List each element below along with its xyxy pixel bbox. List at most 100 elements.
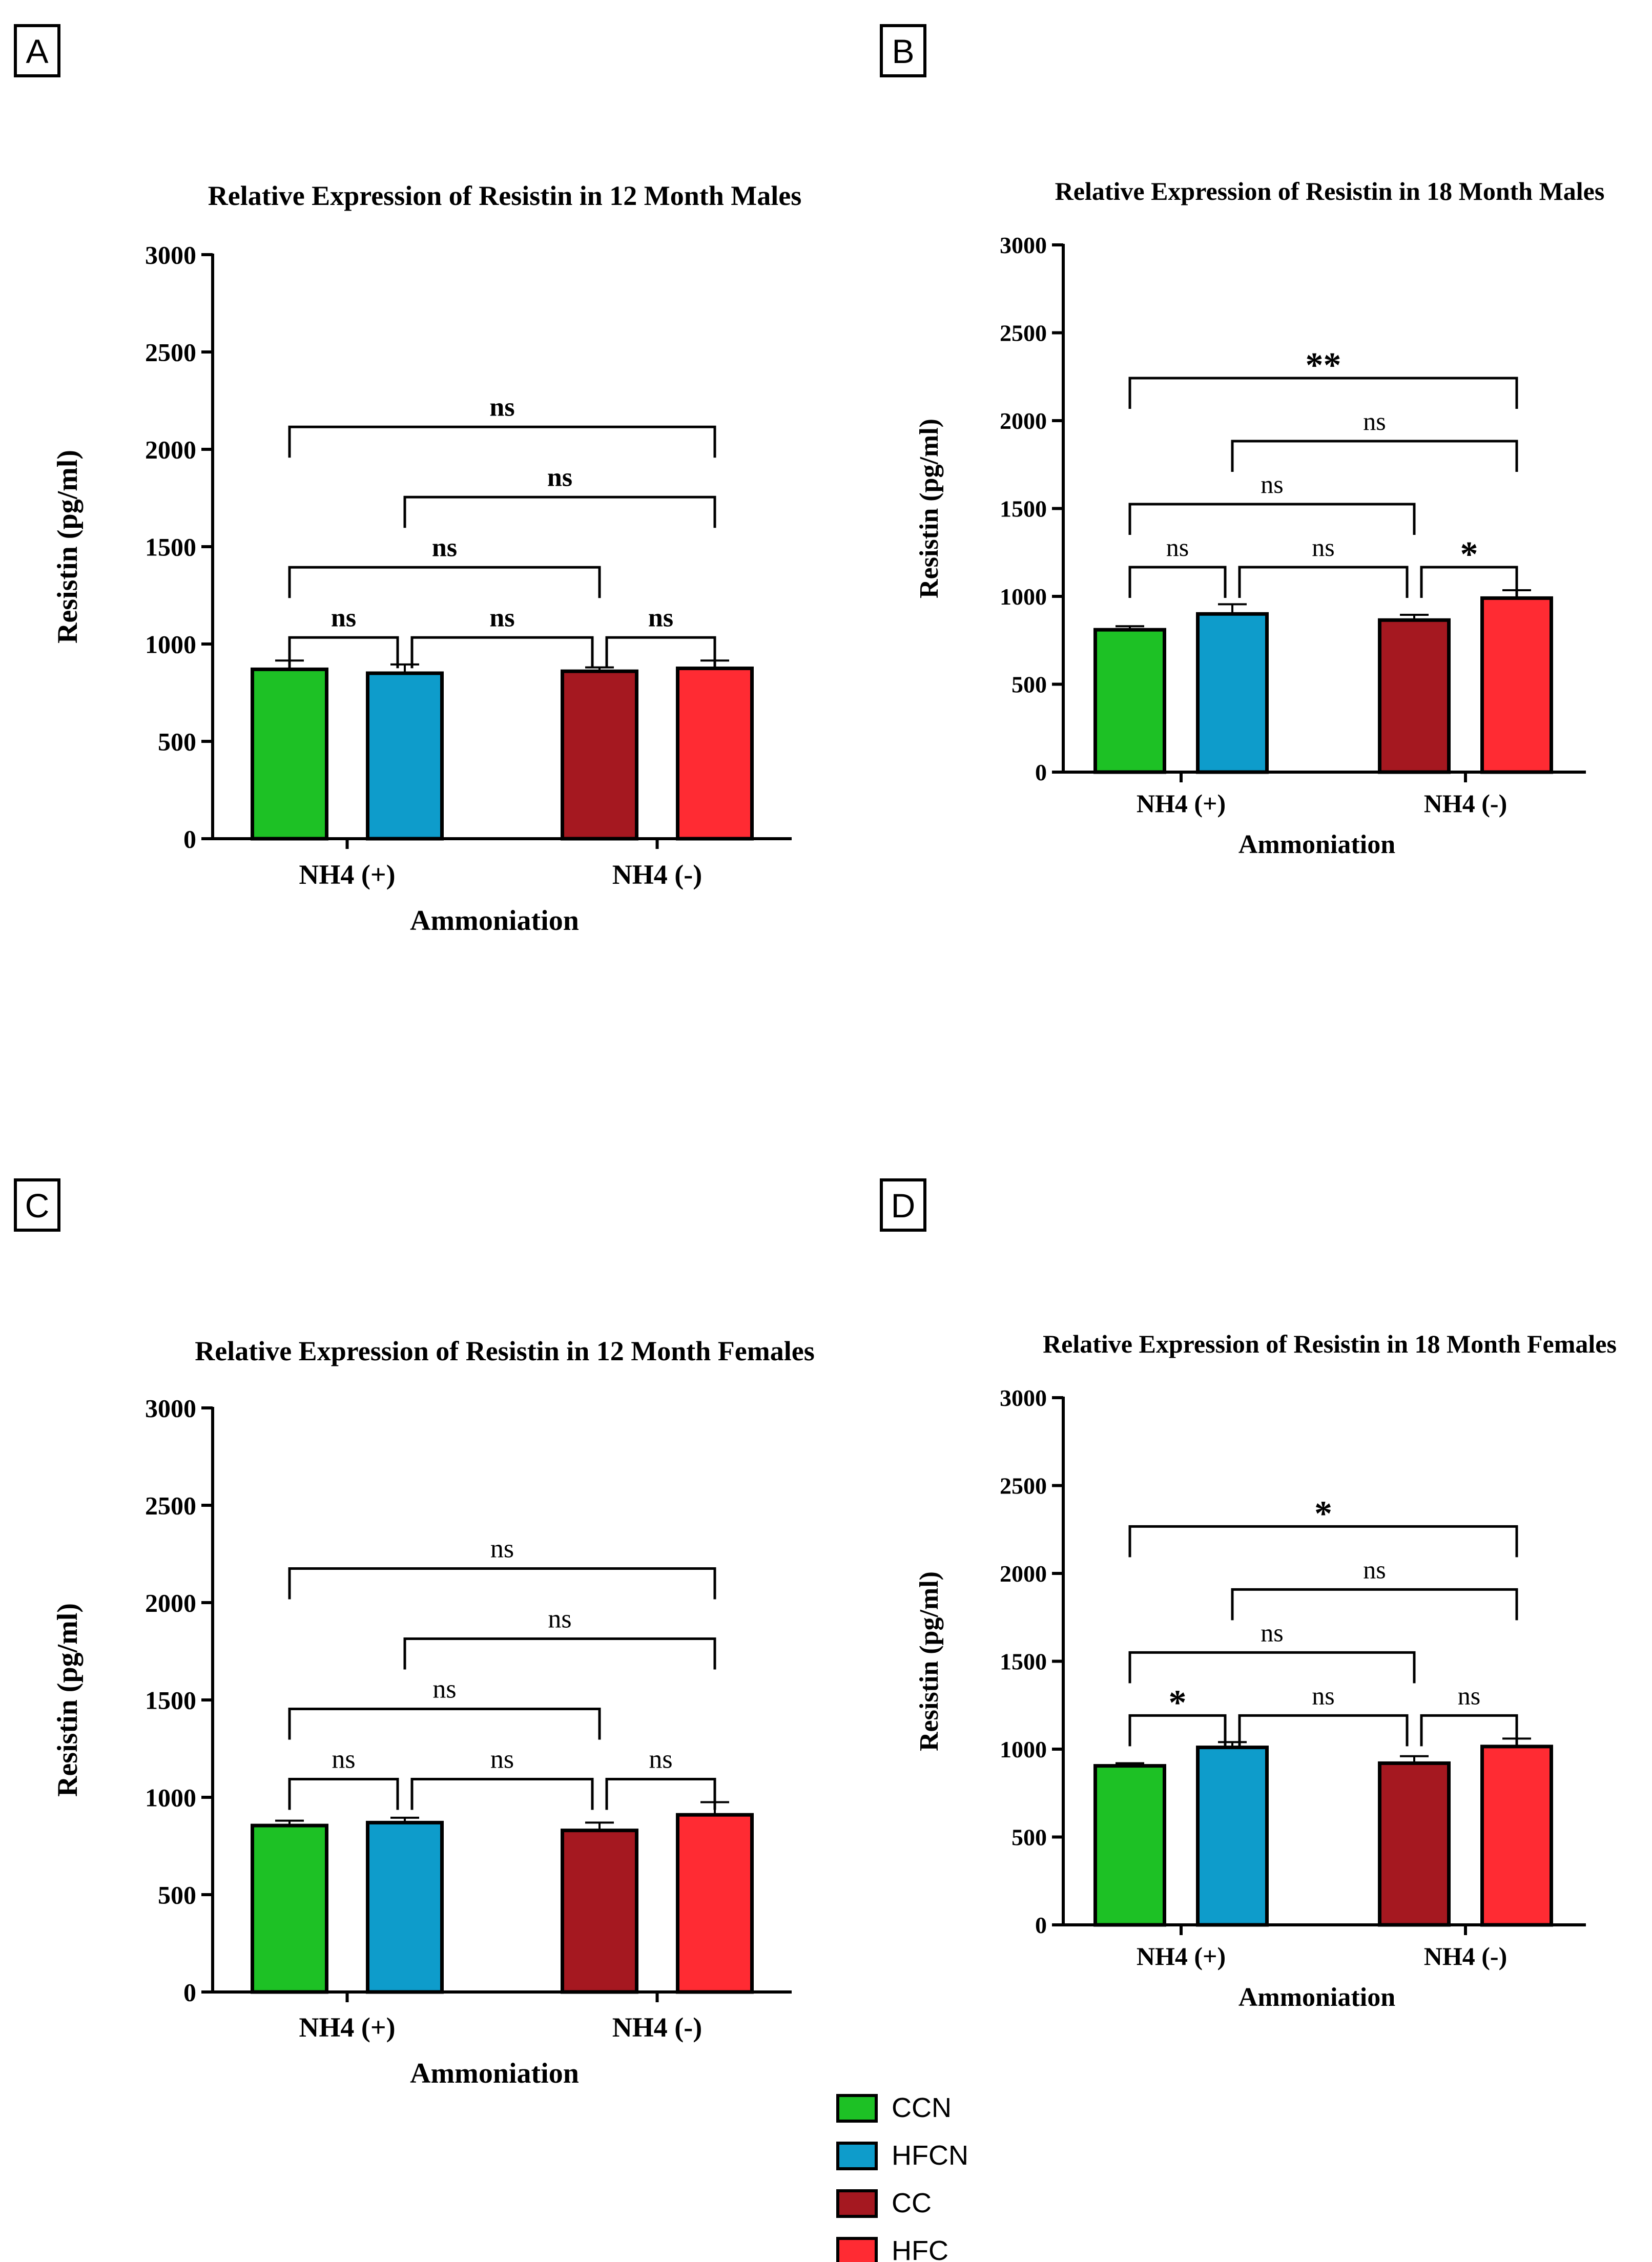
significance-bracket [288, 636, 399, 669]
panel-letter: D [891, 1187, 916, 1225]
significance-label: ns [432, 533, 457, 562]
significance-bracket [1238, 1714, 1409, 1747]
significance-label: * [1169, 1683, 1187, 1723]
y-tick-label: 0 [1035, 759, 1047, 785]
legend-swatch-hfcn [836, 2142, 878, 2170]
bar-cc [1378, 618, 1451, 774]
significance-bracket [1238, 566, 1409, 598]
panel-c: C Relative Expression of Resistin in 12 M… [14, 1178, 815, 2089]
significance-label: ns [490, 1534, 514, 1564]
significance-label: ns [1458, 1681, 1480, 1710]
significance-bracket [1128, 503, 1416, 535]
significance-label: ns [649, 1745, 672, 1774]
y-tick-label: 1000 [145, 1783, 196, 1812]
chart-title: Relative Expression of Resistin in 18 Mo… [1055, 177, 1605, 205]
significance-bracket [1128, 1525, 1518, 1558]
y-tick-label: 1500 [1000, 496, 1047, 522]
panel-letter: C [25, 1187, 50, 1225]
legend-swatch-ccn [836, 2094, 878, 2123]
x-group-label: NH4 (+) [299, 859, 395, 890]
significance-bracket [605, 1778, 716, 1810]
significance-bracket [288, 1778, 399, 1810]
y-tick-label: 500 [158, 1881, 196, 1910]
significance-label: * [1460, 535, 1478, 574]
significance-label: ns [331, 603, 356, 632]
y-tick-label: 1000 [145, 630, 196, 659]
significance-bracket [288, 1708, 601, 1740]
legend-label: CCN [892, 2092, 952, 2123]
significance-bracket [1231, 440, 1518, 472]
significance-label: ns [332, 1745, 355, 1774]
bar-hfc [676, 667, 754, 841]
bar-ccn [1093, 628, 1166, 774]
x-group-label: NH4 (-) [1424, 1942, 1507, 1970]
y-tick-label: 2000 [1000, 408, 1047, 434]
y-tick-label: 2500 [145, 338, 196, 367]
significance-label: ns [489, 392, 514, 422]
y-tick-label: 3000 [1000, 1385, 1047, 1411]
significance-bracket [1128, 1714, 1227, 1747]
significance-bracket [410, 636, 594, 669]
y-tick-label: 0 [183, 1978, 196, 2007]
x-group-label: NH4 (+) [1137, 1942, 1226, 1970]
x-group-label: NH4 (-) [612, 859, 702, 890]
significance-label: ns [648, 603, 673, 632]
y-tick-label: 2000 [1000, 1561, 1047, 1587]
panel-letter-box [14, 24, 60, 77]
significance-bracket [288, 566, 601, 598]
y-axis-label: Resistin (pg/ml) [52, 1603, 84, 1797]
x-axis-label: Ammoniation [410, 2058, 579, 2089]
y-tick-label: 500 [158, 728, 196, 756]
legend-label: HFC [892, 2235, 948, 2262]
x-axis-label: Ammoniation [410, 905, 579, 937]
y-axis-label: Resistin (pg/ml) [52, 450, 84, 644]
significance-bracket [605, 636, 716, 669]
significance-bracket [1231, 1588, 1518, 1621]
y-tick-label: 1000 [1000, 584, 1047, 610]
significance-label: ns [1166, 533, 1189, 562]
bar-ccn [1093, 1764, 1166, 1927]
chart-title: Relative Expression of Resistin in 18 Mo… [1043, 1330, 1617, 1358]
x-axis-label: Ammoniation [1238, 830, 1395, 859]
bar-cc [561, 1829, 638, 1994]
panel-b: B Relative Expression of Resistin in 18 M… [880, 24, 1605, 859]
panel-d: D Relative Expression of Resistin in 18 M… [880, 1178, 1617, 2012]
chart-title: Relative Expression of Resistin in 12 Mo… [195, 1336, 814, 1366]
y-tick-label: 2000 [145, 435, 196, 464]
panel-letter: A [26, 32, 48, 70]
significance-label: ns [1363, 407, 1386, 435]
bar-ccn [251, 1823, 328, 1994]
bar-hfc [676, 1813, 754, 1994]
y-tick-label: 3000 [1000, 232, 1047, 258]
y-tick-label: 1500 [145, 533, 196, 562]
significance-label: ns [548, 1605, 571, 1634]
y-tick-label: 500 [1011, 1824, 1047, 1851]
significance-label: * [1314, 1494, 1332, 1533]
significance-label: ns [1312, 533, 1334, 562]
legend-swatch-hfc [836, 2237, 878, 2262]
legend: CCN HFCN CC HFC [836, 2092, 968, 2262]
x-group-label: NH4 (-) [1424, 789, 1507, 818]
x-group-label: NH4 (-) [612, 2012, 702, 2043]
significance-label: ns [1363, 1555, 1386, 1584]
y-tick-label: 1500 [1000, 1649, 1047, 1675]
y-tick-label: 3000 [145, 1394, 196, 1423]
significance-bracket [1128, 566, 1227, 598]
significance-bracket [1420, 566, 1518, 598]
panel-a: A Relative Expression of Resistin in 12 M… [14, 24, 801, 937]
significance-bracket [403, 1637, 716, 1670]
significance-label: ns [1261, 470, 1283, 499]
y-tick-label: 3000 [145, 241, 196, 269]
x-group-label: NH4 (+) [1137, 789, 1226, 818]
significance-label: ns [489, 603, 514, 632]
significance-label: ns [1261, 1618, 1283, 1647]
significance-bracket [1420, 1714, 1518, 1747]
significance-bracket [1128, 1651, 1416, 1684]
significance-bracket [1128, 377, 1518, 409]
y-axis-label: Resistin (pg/ml) [915, 1571, 944, 1751]
panel-letter-box [880, 24, 926, 77]
y-tick-label: 1000 [1000, 1736, 1047, 1762]
bar-hfcn [1196, 1746, 1269, 1927]
significance-label: ns [547, 463, 572, 492]
y-tick-label: 2500 [1000, 1473, 1047, 1499]
